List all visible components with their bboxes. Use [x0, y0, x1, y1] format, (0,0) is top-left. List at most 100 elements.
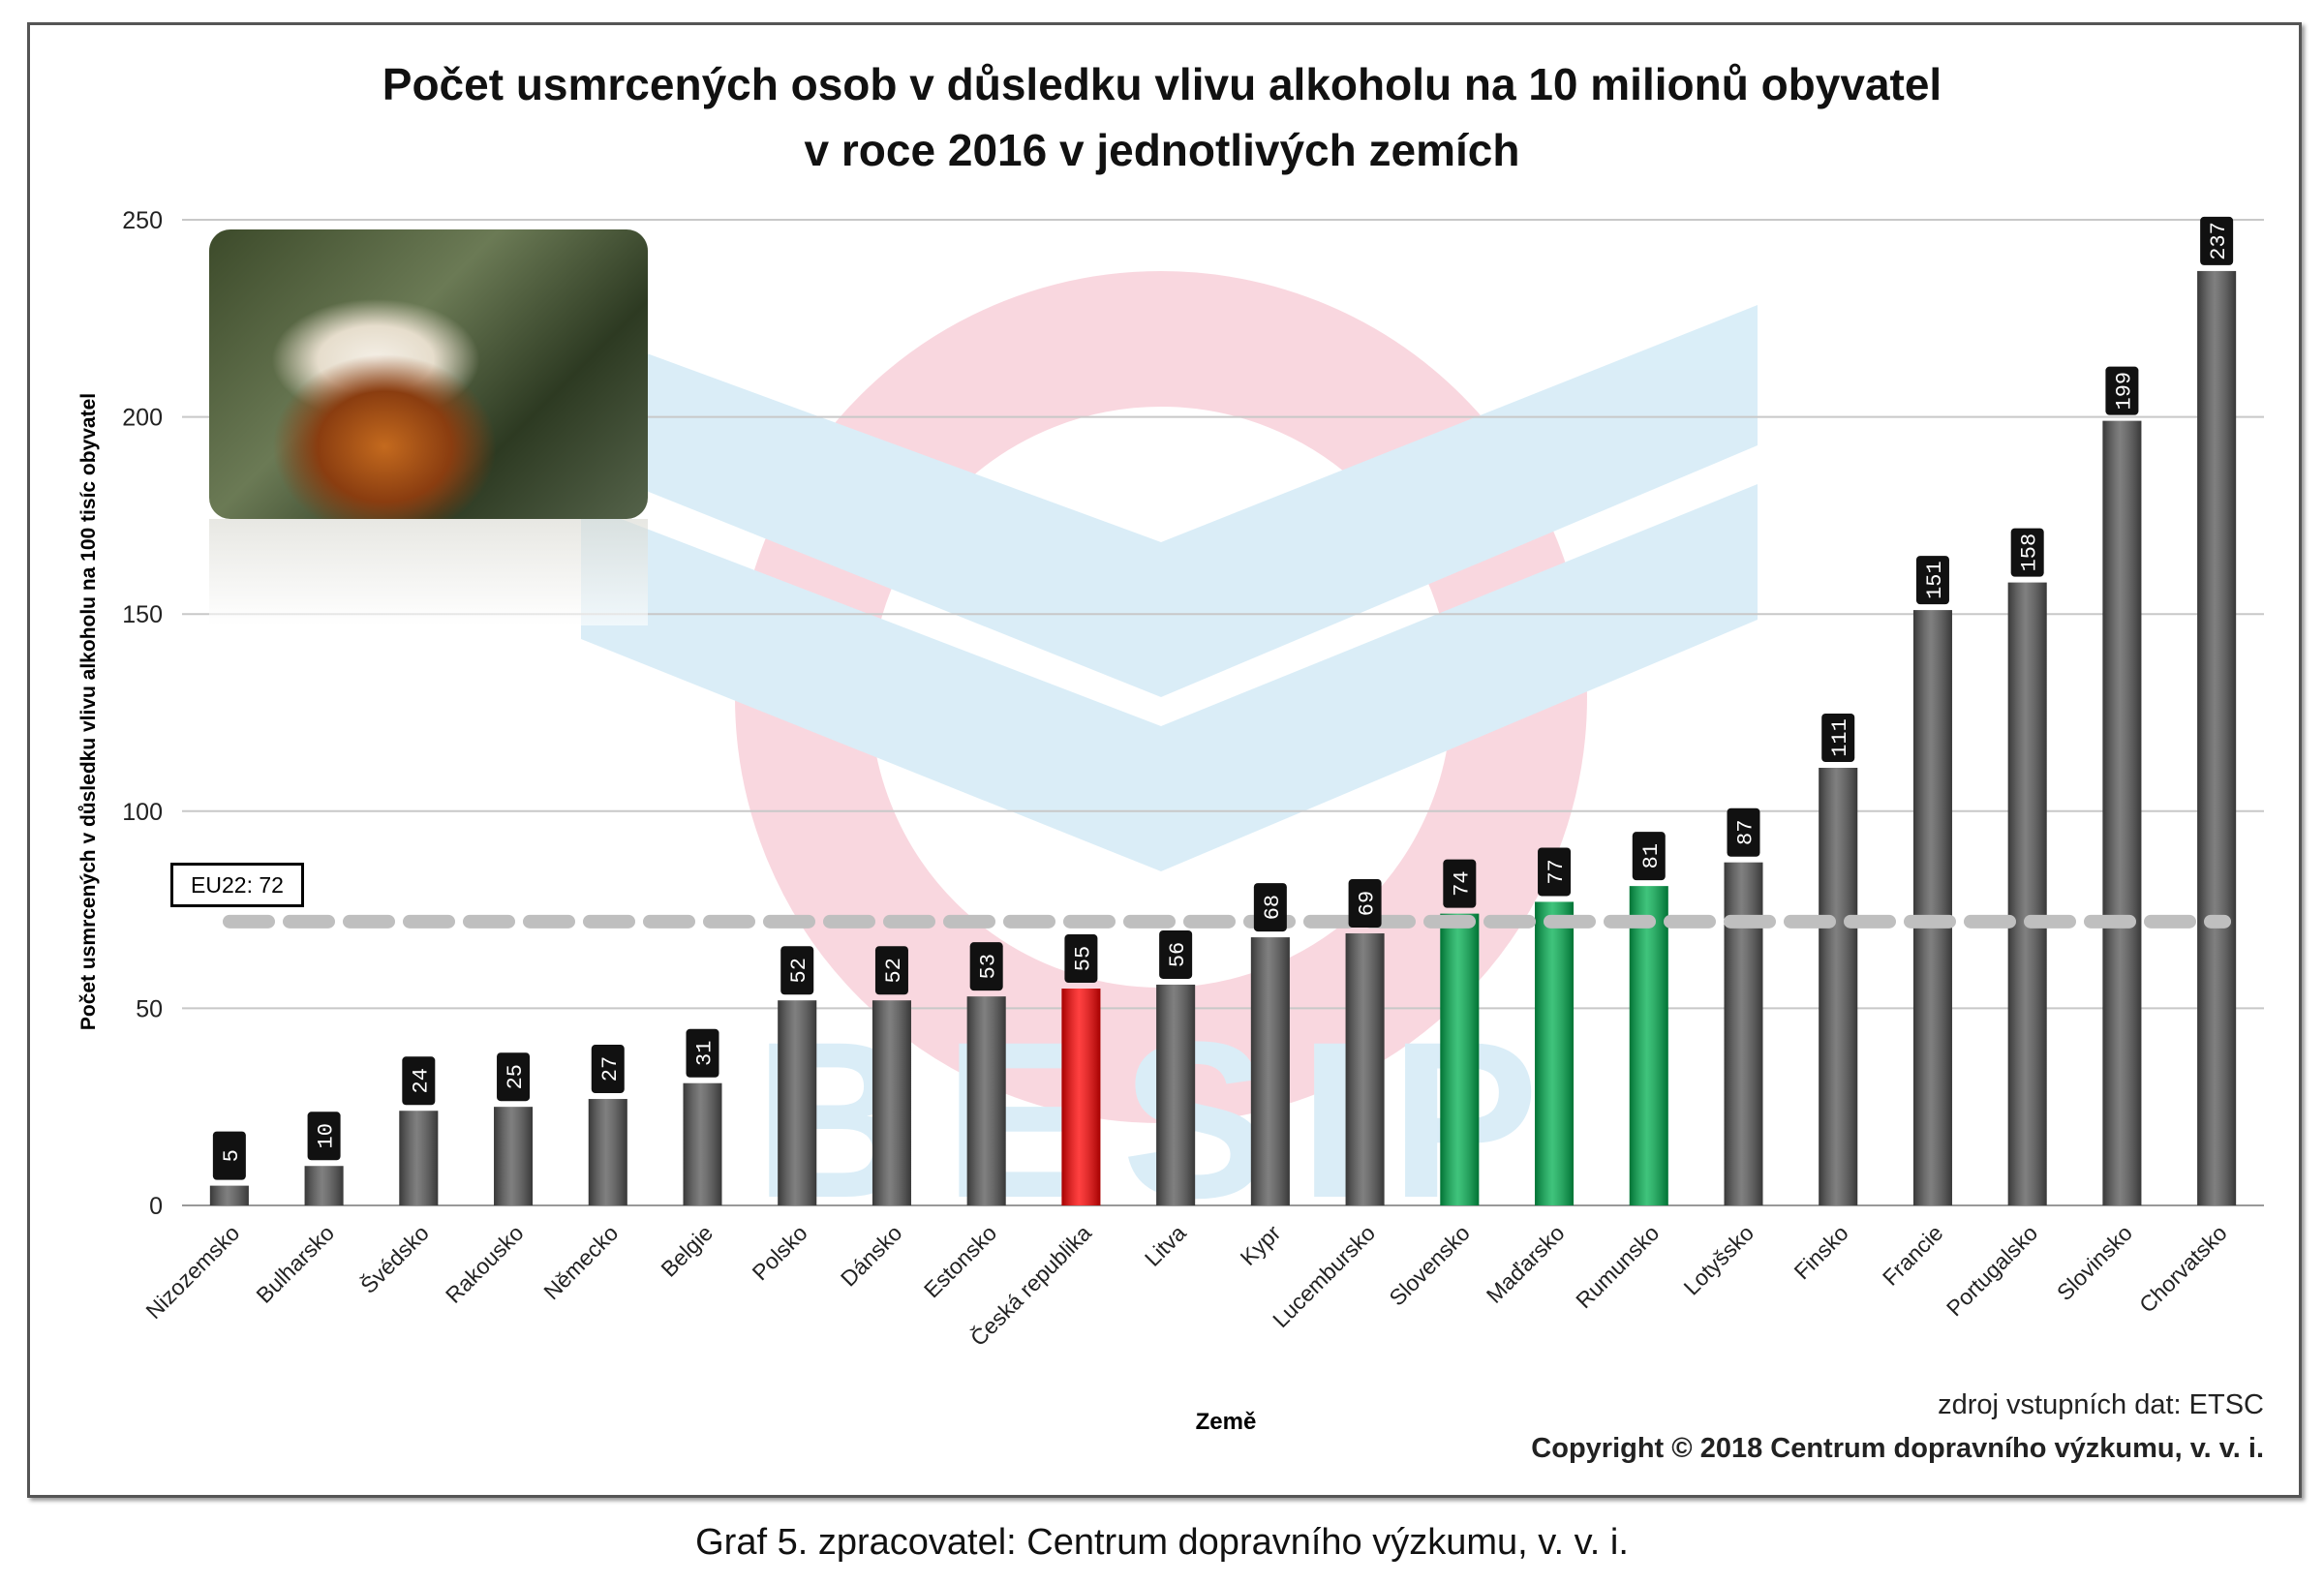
bar-shading [1819, 768, 1858, 1205]
value-label: 10 [315, 1123, 339, 1148]
x-tick-label: Bulharsko [251, 1220, 339, 1308]
watermark-chevron-upper [581, 305, 1758, 697]
value-label: 5 [220, 1149, 244, 1162]
y-tick-label: 250 [122, 207, 163, 234]
copyright-note: Copyright © 2018 Centrum dopravního výzk… [1531, 1433, 2264, 1464]
value-label: 52 [787, 958, 811, 983]
value-label: 81 [1639, 843, 1664, 868]
x-tick-label: Rakousko [441, 1220, 529, 1308]
value-label: 199 [2112, 372, 2136, 411]
value-label-box [1915, 556, 1949, 605]
bar-shading [304, 1166, 344, 1205]
x-tick-label: Rumunsko [1571, 1220, 1664, 1313]
bar-shading [1724, 862, 1763, 1205]
value-label-box [1064, 934, 1098, 984]
value-label: 31 [693, 1041, 718, 1066]
value-label-box [2200, 216, 2234, 265]
value-label-box [874, 946, 908, 995]
x-axis-label: Země [1195, 1409, 1257, 1435]
value-label-box [591, 1045, 625, 1094]
bar-shading [778, 1000, 817, 1205]
bar-shading [683, 1082, 722, 1205]
bar-shading [1912, 610, 1952, 1205]
value-label: 87 [1734, 820, 1758, 845]
value-label: 77 [1544, 859, 1569, 884]
watermark-chevron-lower [581, 484, 1758, 871]
value-label-box [307, 1112, 341, 1161]
y-tick-label: 200 [122, 405, 163, 432]
y-tick-label: 50 [136, 995, 163, 1022]
bar-shading [2007, 582, 2047, 1205]
value-label: 151 [1923, 561, 1947, 599]
value-label-box [497, 1052, 531, 1102]
chart-title-line-1: Počet usmrcených osob v důsledku vlivu a… [382, 59, 1942, 109]
bar-shading [2197, 270, 2237, 1205]
source-note: zdroj vstupních dat: ETSC [1938, 1389, 2264, 1420]
value-label: 237 [2207, 222, 2231, 260]
bars [209, 270, 2237, 1205]
value-label-box [1253, 883, 1287, 932]
y-axis-label: Počet usmrcených v důsledku vlivu alkoho… [77, 392, 100, 1031]
value-label-box [780, 946, 814, 995]
y-tick-labels: 0 50 100 150 200 250 [122, 207, 163, 1220]
eu-average-label: EU22: 72 [170, 863, 304, 907]
x-tick-label: Švédsko [354, 1219, 433, 1297]
x-tick-label: Nizozemsko [140, 1220, 244, 1324]
value-label: 111 [1828, 718, 1852, 757]
value-label: 25 [504, 1064, 528, 1089]
bar-shading [209, 1185, 249, 1205]
value-label: 69 [1356, 891, 1380, 916]
value-label-box [1821, 714, 1855, 763]
value-label: 74 [1450, 870, 1474, 896]
value-label-box [212, 1131, 246, 1180]
value-label-box [969, 942, 1003, 991]
value-label-box [402, 1056, 436, 1106]
value-label: 55 [1071, 946, 1095, 971]
bar-shading [966, 996, 1006, 1205]
bar-shading [872, 1000, 911, 1205]
bar-shading [1535, 901, 1575, 1205]
bar-shading [588, 1099, 627, 1205]
x-tick-label: Belgie [656, 1220, 718, 1282]
figure-caption: Graf 5. zpracovatel: Centrum dopravního … [695, 1522, 1629, 1563]
value-label: 27 [598, 1056, 623, 1081]
value-labels: 5 10 24 25 27 31 52 52 53 55 56 68 69 74 77 81 87 111 151 1… [212, 216, 2234, 1180]
value-label-box [1727, 807, 1760, 857]
value-label: 24 [409, 1068, 433, 1093]
x-tick-label: Lotyšsko [1678, 1220, 1758, 1300]
bar-shading [2102, 420, 2142, 1205]
x-tick-labels: Nizozemsko Bulharsko Švédsko Rakousko Německ… [140, 1219, 2231, 1351]
value-label-box [1443, 859, 1477, 908]
bar-shading [1629, 886, 1668, 1205]
value-label-box [1632, 832, 1666, 881]
x-tick-label: Slovinsko [2052, 1220, 2137, 1305]
x-tick-label: Francie [1878, 1220, 1948, 1291]
value-label-box [2010, 528, 2044, 577]
value-label: 53 [977, 954, 1001, 979]
bar-shading [1061, 989, 1101, 1205]
value-label-box [686, 1028, 719, 1078]
value-label: 52 [882, 958, 906, 983]
beer-photo [209, 229, 648, 519]
value-label: 68 [1261, 895, 1285, 920]
bar-shading [1345, 933, 1385, 1205]
x-tick-label: Finsko [1789, 1220, 1852, 1284]
value-label: 56 [1166, 942, 1190, 967]
chart-title-line-2: v roce 2016 v jednotlivých zemích [804, 125, 1520, 175]
bar-shading [1156, 984, 1196, 1205]
bar-shading [494, 1107, 534, 1205]
beer-photo-reflection [209, 519, 648, 625]
value-label-box [2105, 366, 2139, 415]
x-tick-label: Portugalsko [1942, 1220, 2042, 1321]
bar-shading [1250, 937, 1290, 1205]
y-tick-label: 0 [149, 1193, 163, 1220]
value-label: 158 [2018, 533, 2042, 572]
bar-shading [399, 1111, 439, 1205]
x-tick-label: Chorvatsko [2134, 1220, 2232, 1318]
y-tick-label: 100 [122, 799, 163, 826]
value-label-box [1159, 929, 1193, 979]
value-label-box [1348, 879, 1382, 929]
value-label-box [1538, 847, 1572, 897]
bar-shading [1440, 913, 1480, 1205]
